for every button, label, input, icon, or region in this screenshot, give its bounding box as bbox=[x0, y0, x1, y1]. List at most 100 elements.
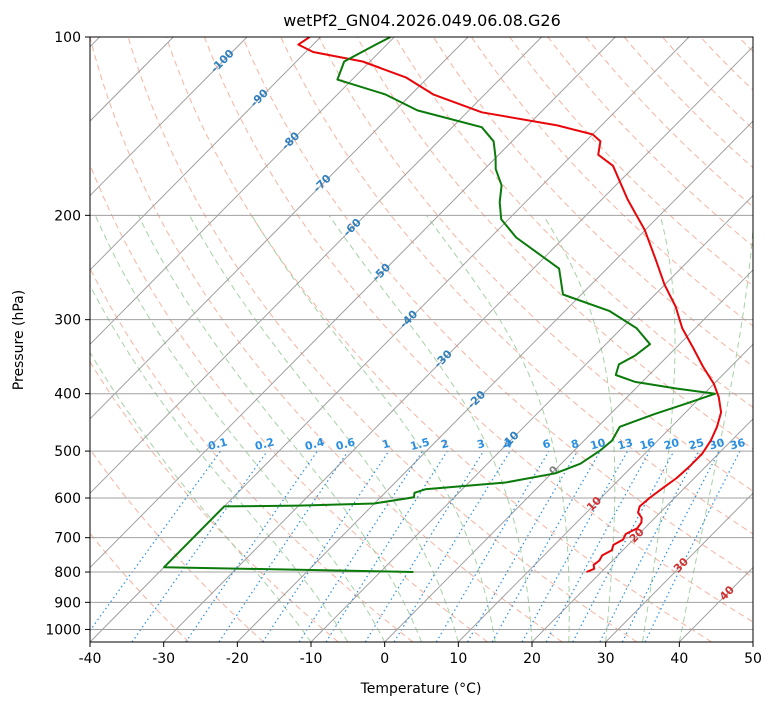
isotherm-line bbox=[236, 120, 753, 642]
dry-adiabat bbox=[90, 448, 264, 642]
isotherm-line bbox=[163, 45, 753, 642]
y-tick-label: 100 bbox=[54, 30, 81, 46]
dry-adiabat bbox=[547, 37, 753, 247]
moist-adiabat bbox=[94, 215, 386, 642]
chart-title: wetPf2_GN04.2026.049.06.08.G26 bbox=[283, 11, 561, 31]
mixing-ratio-line bbox=[131, 450, 268, 642]
dry-adiabat bbox=[90, 163, 488, 642]
mixing-ratio-line bbox=[491, 450, 601, 642]
mixing-ratio-line bbox=[435, 450, 550, 642]
x-tick-label: 20 bbox=[523, 651, 541, 667]
y-tick-label: 1000 bbox=[45, 622, 81, 638]
mixing-ratio-label: 8 bbox=[570, 437, 581, 452]
mixing-ratio-line bbox=[185, 450, 318, 642]
x-tick-label: -40 bbox=[79, 651, 102, 667]
y-tick-label: 900 bbox=[54, 595, 81, 611]
profile-series bbox=[163, 37, 723, 573]
y-tick-label: 800 bbox=[54, 565, 81, 581]
x-tick-label: 40 bbox=[670, 651, 688, 667]
dry-adiabat bbox=[90, 37, 563, 642]
mixing-ratio-label: 10 bbox=[589, 436, 607, 453]
y-tick-label: 500 bbox=[54, 444, 81, 460]
dry-adiabat bbox=[509, 37, 753, 287]
plot-frame bbox=[89, 36, 754, 643]
moist-adiabat bbox=[542, 215, 616, 642]
mixing-ratio-label: 6 bbox=[541, 437, 552, 452]
mixing-ratio-label: 4 bbox=[502, 437, 513, 452]
moist-adiabat bbox=[328, 215, 533, 642]
isotherm-line bbox=[457, 343, 753, 642]
isotherm-line bbox=[752, 641, 753, 642]
y-tick-label: 600 bbox=[54, 491, 81, 507]
mixing-ratio-label: 13 bbox=[616, 436, 634, 453]
dry-adiabat bbox=[356, 37, 753, 450]
mixing-ratio-line bbox=[325, 450, 448, 642]
x-axis-label: Temperature (°C) bbox=[360, 681, 482, 697]
mixing-ratio-label: 3 bbox=[476, 437, 487, 452]
mixing-ratio-label: 0.2 bbox=[254, 435, 276, 453]
moist-adiabat bbox=[642, 215, 676, 642]
mixing-ratio-label: 16 bbox=[638, 436, 656, 453]
isotherm-line bbox=[531, 418, 753, 642]
dry-adiabat bbox=[203, 37, 753, 623]
y-tick-label: 300 bbox=[54, 313, 81, 329]
isotherm-line bbox=[90, 37, 248, 197]
moist-adiabat bbox=[189, 215, 459, 642]
mixing-ratio-line bbox=[393, 450, 511, 642]
moist-adiabat bbox=[425, 215, 570, 642]
mixing-ratio-label: 1 bbox=[381, 437, 392, 452]
dry-adiabat bbox=[242, 37, 753, 579]
mixing-ratio-line bbox=[521, 450, 629, 642]
mixing-ratio-line bbox=[572, 450, 675, 642]
mixing-ratio-label: 0.6 bbox=[334, 435, 357, 453]
moist-adiabat bbox=[678, 224, 753, 642]
mixing-ratio-line bbox=[364, 450, 485, 642]
y-tick-label: 700 bbox=[54, 531, 81, 547]
mixing-ratio-label: 0.1 bbox=[207, 435, 229, 453]
dry-adiabat bbox=[738, 37, 753, 53]
isotherm-line bbox=[678, 566, 753, 642]
mixing-ratio-label: 1.5 bbox=[409, 435, 431, 453]
x-tick-label: 10 bbox=[449, 651, 467, 667]
dry-adiabat bbox=[165, 37, 712, 642]
mixing-ratio-label: 30 bbox=[708, 436, 726, 453]
isotherm-line bbox=[90, 37, 395, 346]
x-tick-label: -10 bbox=[300, 651, 323, 667]
x-tick-label: -20 bbox=[226, 651, 249, 667]
mixing-ratio-label: 2 bbox=[439, 437, 450, 452]
y-tick-label: 400 bbox=[54, 387, 81, 403]
mixing-ratio-line bbox=[644, 450, 741, 642]
mixing-ratio-line bbox=[545, 450, 651, 642]
isotherm-line bbox=[90, 37, 542, 494]
dry-adiabat bbox=[432, 37, 753, 368]
dry-adiabat bbox=[471, 37, 753, 327]
temperature-line bbox=[297, 37, 723, 573]
dry-adiabat bbox=[90, 267, 414, 642]
mixing-ratio-label: 36 bbox=[729, 436, 747, 453]
mixing-ratio-label: 25 bbox=[687, 436, 705, 453]
axis-ticks: -40 -30 -20 -10 0 10 20 30 40 5010020030040050060… bbox=[45, 30, 762, 667]
background-lines bbox=[90, 37, 753, 642]
pressure-gridlines bbox=[90, 37, 753, 630]
x-tick-label: 0 bbox=[380, 651, 389, 667]
isotherm-line bbox=[90, 37, 469, 420]
dry-adiabat bbox=[394, 37, 753, 409]
mixing-ratio-label: 0.4 bbox=[304, 435, 327, 453]
x-tick-label: 30 bbox=[597, 651, 615, 667]
mixing-ratio-line bbox=[262, 450, 390, 642]
mixing-ratio-line bbox=[218, 450, 349, 642]
y-tick-label: 200 bbox=[54, 208, 81, 224]
isotherm-line bbox=[310, 194, 753, 642]
dry-adiabat bbox=[661, 37, 753, 130]
dry-adiabat bbox=[280, 37, 753, 535]
moist-adiabat bbox=[137, 215, 422, 642]
x-tick-label: -30 bbox=[152, 651, 175, 667]
isotherm-line bbox=[90, 37, 321, 271]
moist-adiabat bbox=[90, 284, 349, 642]
moist-adiabat bbox=[251, 215, 496, 642]
dewpoint-line bbox=[163, 37, 717, 573]
dry-adiabat bbox=[318, 37, 753, 492]
mixing-ratio-label: 20 bbox=[663, 436, 681, 453]
